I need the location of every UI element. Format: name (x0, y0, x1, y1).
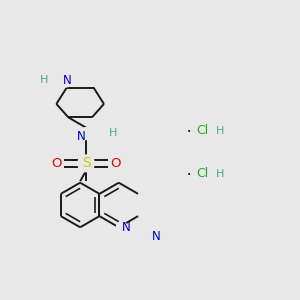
Circle shape (191, 125, 201, 136)
Text: H: H (40, 75, 49, 85)
Circle shape (80, 128, 92, 140)
Text: H: H (108, 128, 117, 138)
Text: H: H (215, 169, 224, 179)
Text: Cl: Cl (196, 167, 208, 180)
Circle shape (109, 157, 122, 170)
Circle shape (60, 74, 73, 87)
Text: N: N (122, 221, 130, 234)
Circle shape (106, 128, 116, 138)
Circle shape (39, 75, 50, 86)
Text: N: N (152, 230, 160, 243)
Text: O: O (51, 157, 62, 170)
Text: S: S (82, 156, 91, 170)
Circle shape (211, 126, 220, 135)
Text: O: O (111, 157, 121, 170)
Circle shape (50, 157, 63, 170)
Text: H: H (215, 126, 224, 136)
Text: Cl: Cl (196, 124, 208, 137)
Text: N: N (62, 74, 71, 87)
Circle shape (78, 155, 94, 172)
Circle shape (191, 168, 201, 179)
Circle shape (211, 169, 220, 178)
Text: N: N (77, 130, 86, 143)
Circle shape (116, 222, 127, 232)
